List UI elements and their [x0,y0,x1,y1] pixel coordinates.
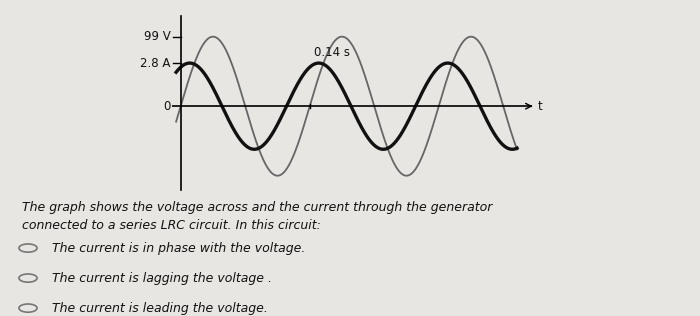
Text: The current is in phase with the voltage.: The current is in phase with the voltage… [52,241,306,255]
Text: 2.8 A: 2.8 A [140,57,171,70]
Text: The graph shows the voltage across and the current through the generator
  conne: The graph shows the voltage across and t… [14,201,492,232]
Text: 0.14 s: 0.14 s [314,46,350,59]
Text: 0: 0 [163,100,171,113]
Text: t: t [538,100,542,113]
Text: 99 V: 99 V [144,30,171,43]
Text: The current is lagging the voltage .: The current is lagging the voltage . [52,271,272,285]
Text: The current is leading the voltage.: The current is leading the voltage. [52,301,268,315]
